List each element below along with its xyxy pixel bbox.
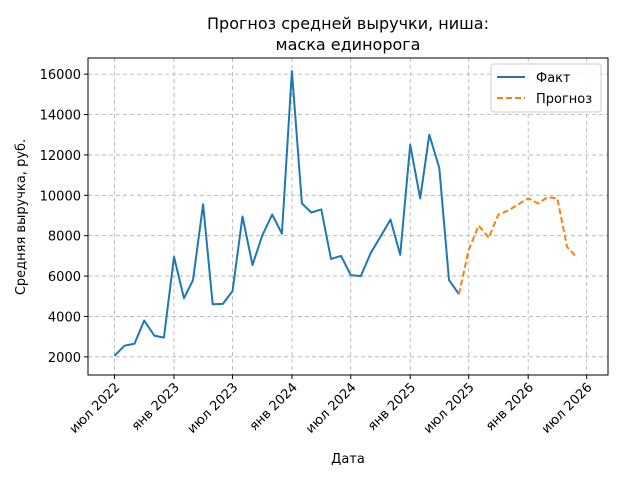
series-line-forecast [458,196,578,295]
y-tick-label: 8000 [48,230,81,245]
x-tick-label: июл 2023 [185,380,242,437]
series-line-fact [113,70,460,357]
ticks: 2000 4000 6000 8000 10000 12000 14000 16000 июл … [40,68,596,437]
chart-title-line-2: маска единорога [276,35,421,54]
x-tick-label: янв 2024 [247,380,301,434]
legend-label-fact: Факт [536,71,571,86]
y-tick-label: 10000 [40,189,81,204]
y-axis-label: Средняя выручка, руб. [14,139,29,295]
x-tick-label: янв 2025 [365,380,419,434]
y-tick-label: 12000 [40,149,81,164]
legend: Факт Прогноз [490,63,602,113]
legend-label-forecast: Прогноз [536,92,592,107]
chart-title-line-1: Прогноз средней выручки, ниша: [207,14,489,33]
grid [88,58,608,375]
y-tick-label: 16000 [40,68,81,83]
x-tick-label: июл 2025 [421,380,478,437]
y-tick-label: 2000 [48,351,81,366]
plot-frame [87,57,609,376]
x-tick-label: янв 2023 [129,380,183,434]
x-tick-label: июл 2022 [67,380,124,437]
y-tick-label: 14000 [40,109,81,124]
y-tick-label: 6000 [48,270,81,285]
x-tick-label: июл 2026 [539,380,596,437]
x-tick-label: июл 2024 [303,380,360,437]
x-tick-label: янв 2026 [483,380,537,434]
y-tick-label: 4000 [48,310,81,325]
x-axis-label: Дата [331,452,365,467]
series-layer [113,70,578,357]
